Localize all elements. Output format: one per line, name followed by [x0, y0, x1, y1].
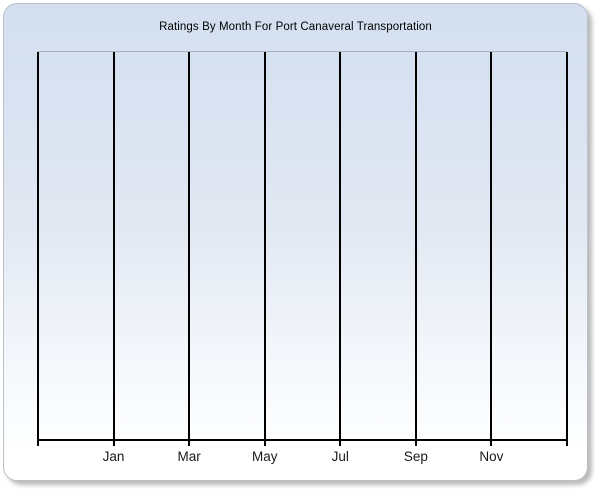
- x-axis-tick: [188, 441, 191, 446]
- x-axis-label: Nov: [479, 449, 504, 464]
- x-axis-tick: [112, 441, 115, 446]
- x-axis-label: Mar: [177, 449, 201, 464]
- vertical-gridline: [112, 52, 115, 441]
- x-axis-tick: [414, 441, 417, 446]
- x-axis-tick: [490, 441, 493, 446]
- x-axis-label: May: [251, 449, 278, 464]
- x-axis-label: Jan: [102, 449, 125, 464]
- vertical-gridline: [263, 52, 266, 441]
- x-axis-tick: [37, 441, 39, 446]
- vertical-gridline: [414, 52, 417, 441]
- chart-panel: Ratings By Month For Port Canaveral Tran…: [3, 3, 588, 481]
- x-axis-label: Sep: [403, 449, 428, 464]
- x-axis-tick: [263, 441, 266, 446]
- vertical-gridline: [490, 52, 493, 441]
- x-axis-tick: [566, 441, 568, 446]
- vertical-gridline: [37, 52, 39, 441]
- vertical-gridline: [339, 52, 342, 441]
- x-axis-line: [38, 439, 567, 441]
- vertical-gridline: [188, 52, 191, 441]
- x-axis-label: Jul: [331, 449, 349, 464]
- chart-title: Ratings By Month For Port Canaveral Tran…: [159, 21, 432, 33]
- x-axis-tick: [339, 441, 342, 446]
- vertical-gridline: [566, 52, 568, 441]
- plot-area: Jan Mar May Jul Sep Nov: [37, 51, 568, 464]
